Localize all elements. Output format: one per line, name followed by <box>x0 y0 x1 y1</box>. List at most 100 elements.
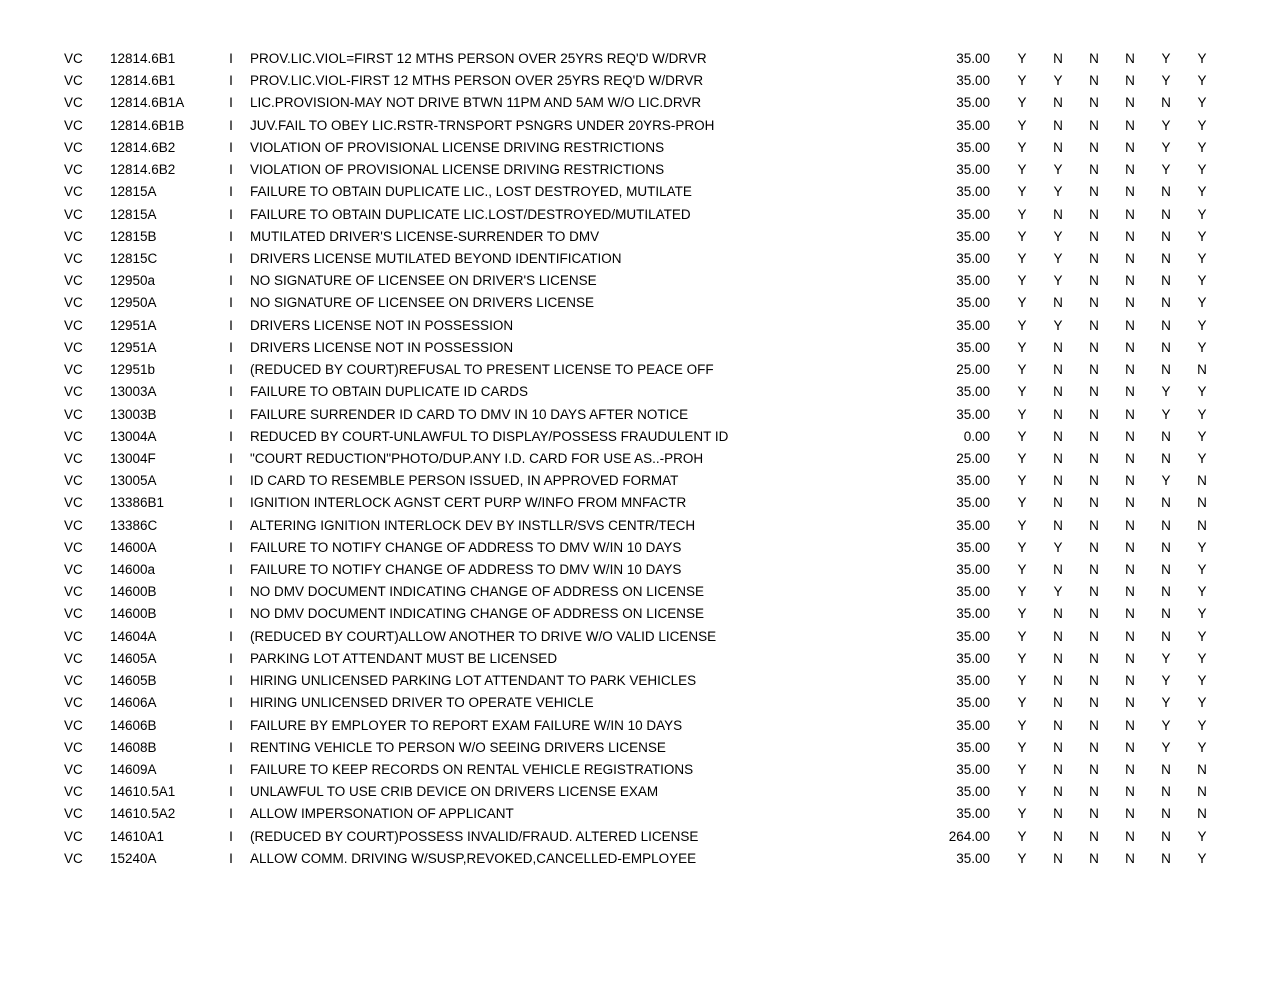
cell-section: 14605B <box>106 670 216 692</box>
cell-class: I <box>216 626 246 648</box>
cell-amount: 35.00 <box>942 226 1004 248</box>
table-row: VC12951AIDRIVERS LICENSE NOT IN POSSESSI… <box>60 315 1220 337</box>
cell-class: I <box>216 226 246 248</box>
cell-flag-1: Y <box>1004 626 1040 648</box>
cell-class: I <box>216 848 246 870</box>
table-row: VC14604AI(REDUCED BY COURT)ALLOW ANOTHER… <box>60 626 1220 648</box>
cell-statute: VC <box>60 70 106 92</box>
cell-statute: VC <box>60 315 106 337</box>
cell-flag-4: N <box>1112 848 1148 870</box>
cell-flag-1: Y <box>1004 781 1040 803</box>
cell-flag-3: N <box>1076 715 1112 737</box>
cell-amount: 35.00 <box>942 781 1004 803</box>
table-row: VC12950AINO SIGNATURE OF LICENSEE ON DRI… <box>60 292 1220 314</box>
cell-section: 14606A <box>106 692 216 714</box>
cell-amount: 35.00 <box>942 626 1004 648</box>
table-row: VC14608BIRENTING VEHICLE TO PERSON W/O S… <box>60 737 1220 759</box>
cell-flag-6: Y <box>1184 48 1220 70</box>
table-row: VC13386CIALTERING IGNITION INTERLOCK DEV… <box>60 515 1220 537</box>
cell-section: 14600A <box>106 537 216 559</box>
cell-section: 12815A <box>106 181 216 203</box>
cell-statute: VC <box>60 226 106 248</box>
cell-flag-6: Y <box>1184 270 1220 292</box>
cell-statute: VC <box>60 448 106 470</box>
cell-statute: VC <box>60 715 106 737</box>
cell-flag-3: N <box>1076 337 1112 359</box>
cell-flag-3: N <box>1076 692 1112 714</box>
cell-flag-2: N <box>1040 559 1076 581</box>
cell-amount: 35.00 <box>942 603 1004 625</box>
cell-amount: 35.00 <box>942 292 1004 314</box>
cell-flag-5: N <box>1148 581 1184 603</box>
table-row: VC13386B1IIGNITION INTERLOCK AGNST CERT … <box>60 492 1220 514</box>
table-row: VC14610.5A1IUNLAWFUL TO USE CRIB DEVICE … <box>60 781 1220 803</box>
cell-class: I <box>216 603 246 625</box>
cell-flag-5: N <box>1148 537 1184 559</box>
cell-amount: 35.00 <box>942 337 1004 359</box>
cell-description: FAILURE TO NOTIFY CHANGE OF ADDRESS TO D… <box>246 537 942 559</box>
cell-class: I <box>216 581 246 603</box>
cell-flag-3: N <box>1076 670 1112 692</box>
cell-flag-3: N <box>1076 404 1112 426</box>
cell-statute: VC <box>60 515 106 537</box>
cell-class: I <box>216 737 246 759</box>
cell-section: 12814.6B1B <box>106 115 216 137</box>
cell-flag-3: N <box>1076 204 1112 226</box>
cell-section: 14608B <box>106 737 216 759</box>
cell-flag-6: Y <box>1184 626 1220 648</box>
cell-flag-1: Y <box>1004 692 1040 714</box>
cell-section: 14600B <box>106 581 216 603</box>
cell-flag-1: Y <box>1004 181 1040 203</box>
violations-table: VC12814.6B1IPROV.LIC.VIOL=FIRST 12 MTHS … <box>60 48 1220 870</box>
table-row: VC12951AIDRIVERS LICENSE NOT IN POSSESSI… <box>60 337 1220 359</box>
cell-flag-1: Y <box>1004 603 1040 625</box>
cell-class: I <box>216 292 246 314</box>
cell-section: 12814.6B1 <box>106 70 216 92</box>
cell-description: FAILURE BY EMPLOYER TO REPORT EXAM FAILU… <box>246 715 942 737</box>
cell-description: (REDUCED BY COURT)POSSESS INVALID/FRAUD.… <box>246 826 942 848</box>
cell-flag-2: Y <box>1040 181 1076 203</box>
cell-flag-2: N <box>1040 337 1076 359</box>
cell-flag-3: N <box>1076 426 1112 448</box>
cell-description: REDUCED BY COURT-UNLAWFUL TO DISPLAY/POS… <box>246 426 942 448</box>
table-row: VC13004FI"COURT REDUCTION"PHOTO/DUP.ANY … <box>60 448 1220 470</box>
cell-flag-5: N <box>1148 559 1184 581</box>
table-row: VC12815AIFAILURE TO OBTAIN DUPLICATE LIC… <box>60 204 1220 226</box>
cell-description: VIOLATION OF PROVISIONAL LICENSE DRIVING… <box>246 137 942 159</box>
cell-flag-2: Y <box>1040 581 1076 603</box>
cell-description: RENTING VEHICLE TO PERSON W/O SEEING DRI… <box>246 737 942 759</box>
cell-class: I <box>216 181 246 203</box>
cell-flag-4: N <box>1112 626 1148 648</box>
cell-flag-3: N <box>1076 759 1112 781</box>
cell-statute: VC <box>60 92 106 114</box>
cell-statute: VC <box>60 581 106 603</box>
cell-flag-2: Y <box>1040 159 1076 181</box>
cell-flag-3: N <box>1076 515 1112 537</box>
cell-class: I <box>216 404 246 426</box>
cell-flag-4: N <box>1112 581 1148 603</box>
table-row: VC14605AIPARKING LOT ATTENDANT MUST BE L… <box>60 648 1220 670</box>
cell-section: 14600B <box>106 603 216 625</box>
cell-flag-2: N <box>1040 803 1076 825</box>
cell-flag-6: Y <box>1184 737 1220 759</box>
cell-statute: VC <box>60 137 106 159</box>
cell-statute: VC <box>60 470 106 492</box>
cell-class: I <box>216 448 246 470</box>
cell-flag-4: N <box>1112 70 1148 92</box>
cell-flag-2: N <box>1040 292 1076 314</box>
cell-amount: 35.00 <box>942 70 1004 92</box>
cell-flag-5: Y <box>1148 737 1184 759</box>
cell-flag-6: Y <box>1184 448 1220 470</box>
cell-description: MUTILATED DRIVER'S LICENSE-SURRENDER TO … <box>246 226 942 248</box>
cell-flag-6: N <box>1184 803 1220 825</box>
cell-section: 14600a <box>106 559 216 581</box>
cell-flag-1: Y <box>1004 492 1040 514</box>
table-row: VC14605BIHIRING UNLICENSED PARKING LOT A… <box>60 670 1220 692</box>
cell-flag-3: N <box>1076 48 1112 70</box>
cell-flag-6: Y <box>1184 581 1220 603</box>
cell-flag-3: N <box>1076 537 1112 559</box>
cell-flag-6: Y <box>1184 204 1220 226</box>
cell-statute: VC <box>60 848 106 870</box>
cell-flag-2: N <box>1040 626 1076 648</box>
cell-flag-2: N <box>1040 137 1076 159</box>
